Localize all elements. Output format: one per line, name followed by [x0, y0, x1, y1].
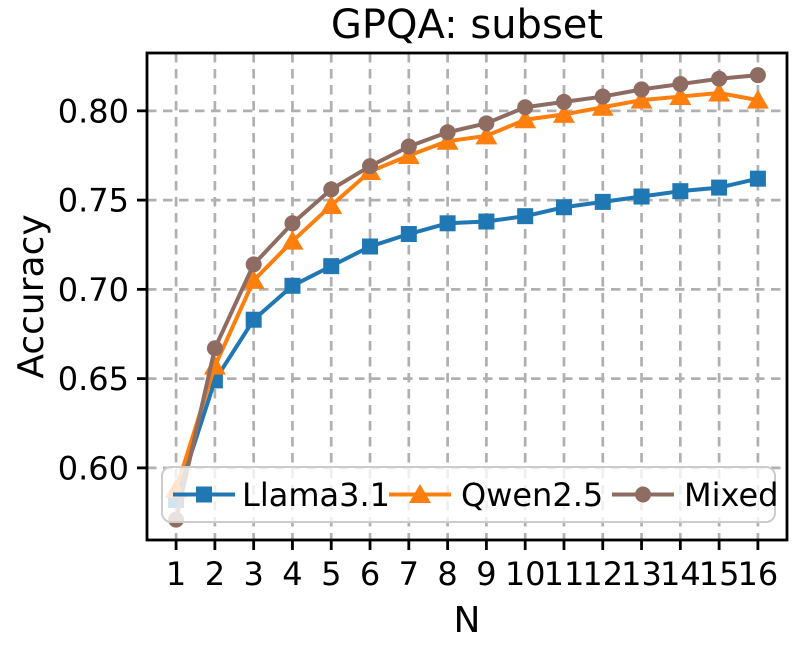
triangle-marker [669, 86, 692, 106]
square-marker [672, 183, 689, 200]
legend-label: Qwen2.5 [461, 476, 603, 514]
x-tick-label: 8 [437, 555, 457, 593]
square-marker [323, 258, 340, 275]
triangle-marker [746, 89, 769, 109]
y-tick-label: 0.65 [58, 360, 129, 398]
triangle-marker [409, 484, 431, 503]
x-axis-label: N [454, 600, 481, 641]
square-marker [245, 311, 262, 328]
triangle-marker [242, 269, 265, 289]
series-line [174, 73, 759, 521]
square-marker [478, 213, 495, 230]
x-tick-label: 3 [243, 555, 263, 593]
square-marker [594, 193, 611, 210]
circle-marker [323, 181, 340, 198]
legend-label: Llama3.1 [242, 476, 390, 514]
x-tick-label: 2 [205, 555, 225, 593]
series-line [174, 176, 759, 501]
circle-marker [245, 256, 262, 273]
square-marker [749, 170, 766, 187]
circle-marker [517, 99, 534, 116]
y-tick-labels: 0.60 0.65 0.70 0.75 0.80 [58, 92, 129, 487]
square-marker [400, 226, 417, 243]
x-tick-label: 10 [505, 555, 546, 593]
triangle-marker [514, 109, 537, 129]
legend-box [161, 466, 776, 523]
circle-marker [284, 215, 301, 232]
triangle-marker [320, 194, 343, 214]
square-marker [517, 208, 534, 225]
x-tick-label: 11 [544, 555, 585, 593]
series-line [174, 90, 759, 490]
y-tick-label: 0.80 [58, 92, 129, 130]
y-axis-label: Accuracy [11, 214, 52, 378]
x-tick-label: 16 [738, 555, 779, 593]
square-marker [196, 486, 212, 503]
circle-marker [672, 76, 689, 93]
circle-marker [555, 93, 572, 110]
x-tick-label: 13 [621, 555, 662, 593]
square-marker [362, 238, 379, 255]
triangle-marker [630, 89, 653, 109]
circle-marker [400, 138, 417, 155]
legend-item-mixed: Mixed [612, 476, 778, 514]
triangle-marker [281, 230, 304, 250]
legend-label: Mixed [684, 476, 778, 514]
x-tick-label: 15 [699, 555, 740, 593]
triangle-marker [475, 125, 498, 145]
x-tick-label: 4 [282, 555, 302, 593]
circle-marker [635, 486, 651, 503]
square-marker [711, 179, 728, 196]
x-tick-label: 12 [582, 555, 623, 593]
legend-item-qwen2.5: Qwen2.5 [389, 476, 603, 514]
tick-marks [137, 109, 760, 550]
x-tick-label: 9 [476, 555, 496, 593]
circle-marker [711, 70, 728, 87]
x-tick-label: 7 [399, 555, 419, 593]
chart-title: GPQA: subset [331, 2, 603, 48]
triangle-marker [552, 103, 575, 123]
circle-marker [362, 158, 379, 175]
legend: Llama3.1 Qwen2.5 Mixed [161, 466, 778, 523]
triangle-marker [591, 96, 614, 116]
x-tick-label: 14 [660, 555, 701, 593]
circle-marker [439, 124, 456, 141]
circle-marker [633, 81, 650, 98]
square-marker [284, 277, 301, 294]
y-tick-label: 0.75 [58, 182, 129, 220]
x-tick-label: 6 [360, 555, 380, 593]
square-marker [439, 215, 456, 232]
x-tick-label: 5 [321, 555, 341, 593]
y-tick-label: 0.60 [58, 449, 129, 487]
circle-marker [478, 115, 495, 132]
square-marker [633, 188, 650, 205]
legend-item-llama3.1: Llama3.1 [173, 476, 390, 514]
circle-marker [749, 67, 766, 84]
circle-marker [594, 88, 611, 105]
plot-border [145, 51, 789, 542]
y-tick-label: 0.70 [58, 271, 129, 309]
x-tick-label: 1 [166, 555, 186, 593]
triangle-marker [708, 82, 731, 102]
square-marker [555, 199, 572, 216]
circle-marker [206, 340, 223, 357]
